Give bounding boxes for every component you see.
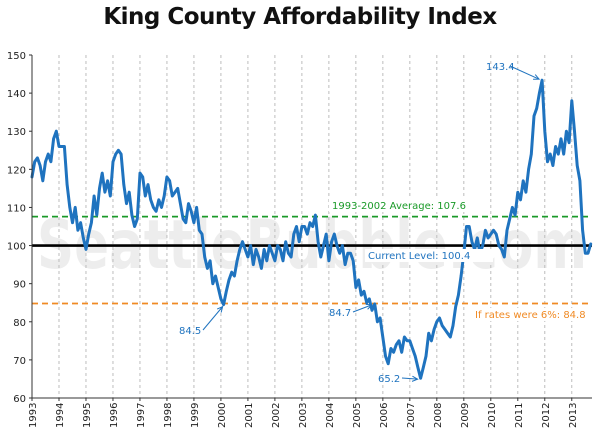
reference-label-3: If rates were 6%: 84.8: [475, 310, 586, 321]
x-tick-label-1999: 1999: [190, 403, 201, 428]
series-line: [30, 78, 593, 380]
x-tick-label-2008: 2008: [433, 403, 444, 428]
x-tick-label-2001: 2001: [244, 403, 255, 428]
y-tick-label-130: 130: [7, 127, 26, 138]
y-tick-label-120: 120: [7, 165, 26, 176]
x-tick-label-2006: 2006: [379, 403, 390, 428]
annotation-label-2: 84.5: [179, 326, 201, 337]
x-tick-label-1994: 1994: [55, 403, 66, 428]
axes: 60 70 80 90 100 110 120 130 140 150 1993 1994 1995 19…: [7, 51, 592, 428]
x-tick-label-2003: 2003: [298, 403, 309, 428]
annotation-arrowhead-2: [216, 305, 224, 313]
annotation-arrowhead-4: [411, 375, 419, 382]
x-tick-label-1998: 1998: [163, 403, 174, 428]
annotation-arrow-2: [202, 306, 223, 331]
reference-label-bg-1: [329, 199, 482, 212]
x-tick-label-2004: 2004: [325, 403, 336, 428]
x-tick-label-1995: 1995: [82, 403, 93, 428]
reference-label-bg-2: [365, 249, 493, 262]
annotation-label-4: 65.2: [378, 374, 400, 385]
x-tick-label-2010: 2010: [487, 403, 498, 428]
x-tick-label-2012: 2012: [541, 403, 552, 428]
annotation-arrow-4: [401, 377, 418, 380]
x-tick-label-2000: 2000: [217, 403, 228, 428]
x-tick-label-2005: 2005: [352, 403, 363, 428]
x-tick-label-1993: 1993: [28, 403, 39, 428]
reference-label-bg-3: [472, 308, 600, 321]
chart-title: King County Affordability Index: [103, 4, 497, 30]
series-layer: [30, 78, 593, 380]
y-tick-label-60: 60: [13, 394, 26, 405]
x-tick-label-2007: 2007: [406, 403, 417, 428]
y-tick-label-80: 80: [13, 318, 26, 329]
y-tick-label-100: 100: [7, 242, 26, 253]
annotation-arrowhead-3: [365, 303, 373, 310]
x-tick-label-2009: 2009: [460, 403, 471, 428]
x-tick-label-2013: 2013: [568, 403, 579, 428]
annotation-label-3: 84.7: [329, 308, 351, 319]
reference-label-1: 1993-2002 Average: 107.6: [332, 201, 466, 212]
x-tick-label-2011: 2011: [514, 403, 525, 428]
y-tick-label-90: 90: [13, 280, 26, 291]
x-tick-label-1996: 1996: [109, 403, 120, 428]
y-tick-label-150: 150: [7, 51, 26, 62]
x-tick-label-1997: 1997: [136, 403, 147, 428]
y-tick-label-70: 70: [13, 356, 26, 367]
annotation-label-1: 143.4: [486, 62, 515, 73]
annotations: 1993-2002 Average: 107.6 Current Level: 1…: [179, 62, 600, 385]
annotation-arrow-3: [352, 304, 372, 313]
reference-label-2: Current Level: 100.4: [368, 251, 470, 262]
annotation-arrowhead-1: [533, 74, 541, 80]
x-tick-label-2002: 2002: [271, 403, 282, 428]
annotation-arrow-1: [509, 65, 540, 80]
y-tick-label-140: 140: [7, 89, 26, 100]
y-tick-label-110: 110: [7, 203, 26, 214]
